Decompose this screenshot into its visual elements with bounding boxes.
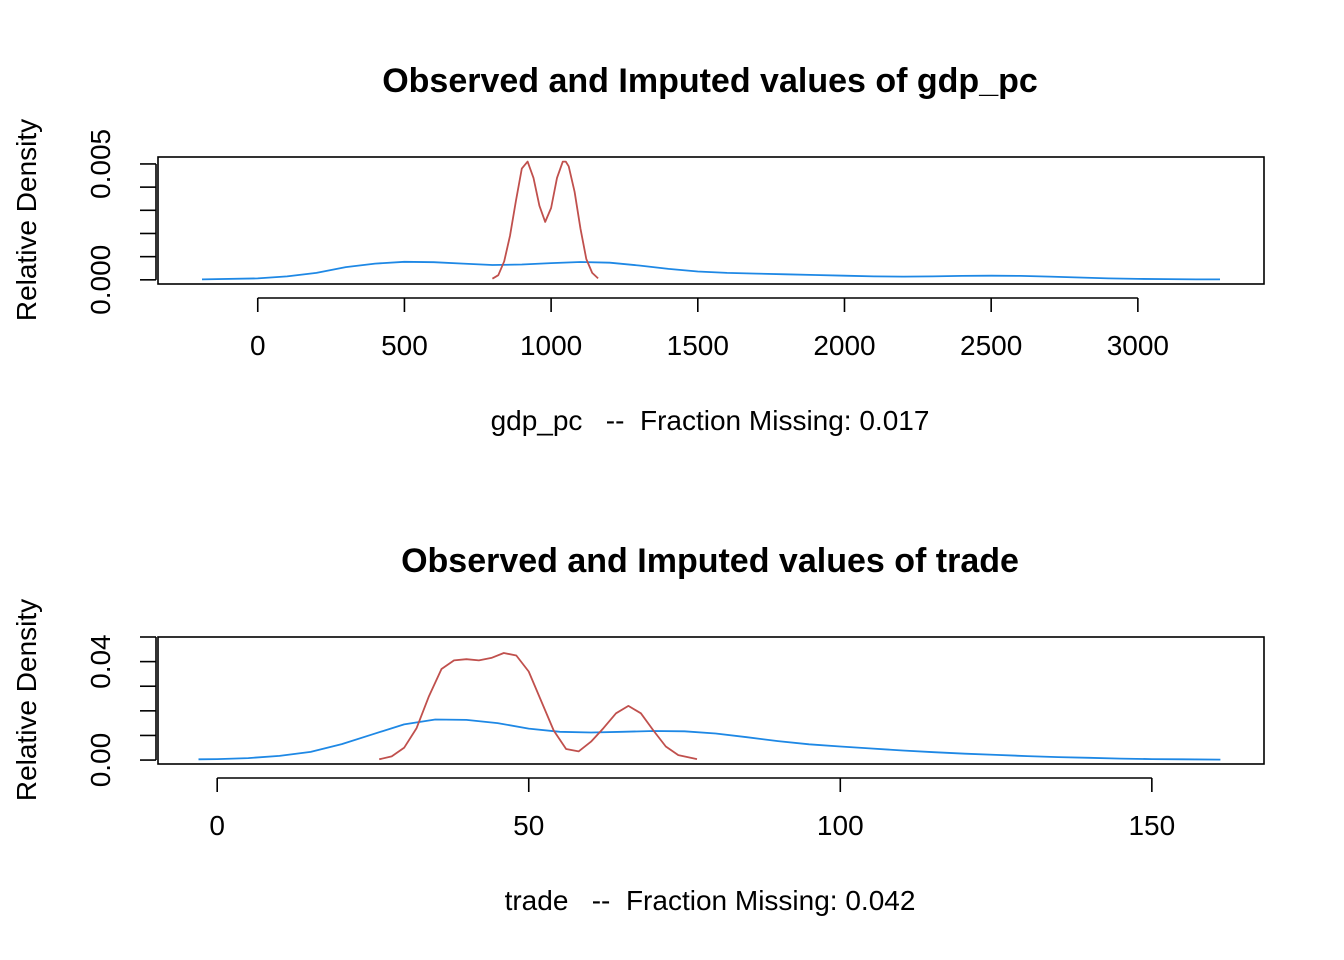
x-tick-label: 50 <box>513 810 544 841</box>
series-group <box>198 652 1221 761</box>
x-tick-label: 1000 <box>520 330 582 361</box>
panel-trade: Observed and Imputed values of trade 0.0… <box>11 542 1265 916</box>
x-tick-label: 2500 <box>960 330 1022 361</box>
x-axis-label: trade -- Fraction Missing: 0.042 <box>505 885 916 916</box>
x-tick-label: 0 <box>209 810 225 841</box>
x-tick-label: 0 <box>250 330 266 361</box>
y-tick-label: 0.04 <box>85 634 116 689</box>
chart-title: Observed and Imputed values of gdp_pc <box>382 62 1038 100</box>
series-group <box>201 160 1220 281</box>
x-axis: 0 50 100 150 <box>209 777 1175 841</box>
y-axis: 0.000 0.005 <box>85 129 157 315</box>
plot-frame <box>157 636 1265 765</box>
y-tick-label: 0.005 <box>85 129 116 199</box>
x-tick-label: 3000 <box>1107 330 1169 361</box>
y-tick-label: 0.000 <box>85 245 116 315</box>
chart-title: Observed and Imputed values of trade <box>401 542 1019 580</box>
imputed-density-line <box>378 652 698 761</box>
y-axis: 0.00 0.04 <box>85 634 157 788</box>
observed-density-line <box>198 718 1221 761</box>
x-tick-label: 2000 <box>813 330 875 361</box>
y-axis-label: Relative Density <box>11 119 42 321</box>
y-axis-label: Relative Density <box>11 599 42 801</box>
x-tick-label: 100 <box>817 810 864 841</box>
x-axis: 0 500 1000 1500 2000 2500 3000 <box>250 297 1169 361</box>
x-tick-label: 1500 <box>667 330 729 361</box>
x-axis-label: gdp_pc -- Fraction Missing: 0.017 <box>491 405 930 436</box>
observed-density-line <box>201 260 1220 281</box>
x-tick-label: 150 <box>1128 810 1175 841</box>
x-tick-label: 500 <box>381 330 428 361</box>
y-tick-label: 0.00 <box>85 733 116 788</box>
panel-gdp-pc: Observed and Imputed values of gdp_pc 0.… <box>11 62 1265 436</box>
imputed-density-line <box>491 160 599 280</box>
plot-frame <box>157 156 1265 285</box>
